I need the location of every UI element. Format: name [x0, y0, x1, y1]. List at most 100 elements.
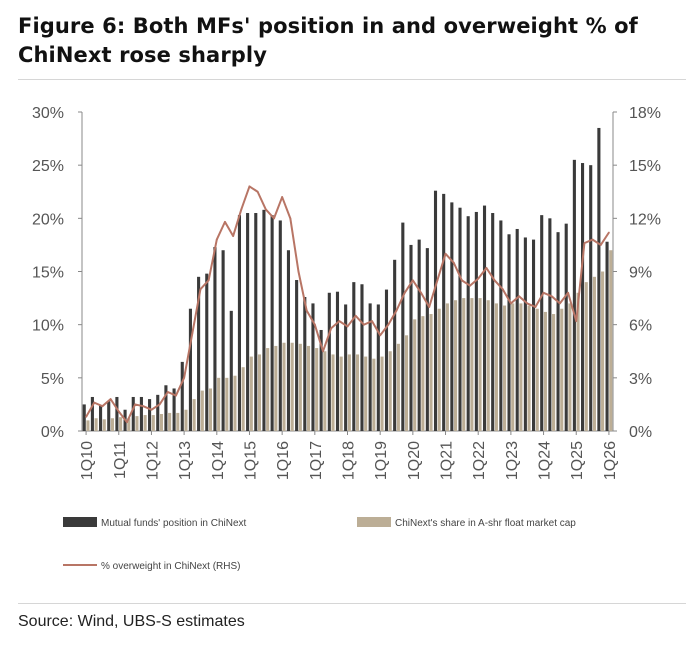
- bar-mf-position: [523, 237, 527, 431]
- line-point-overweight: [518, 295, 520, 298]
- bar-chinext-share: [380, 356, 384, 431]
- line-point-overweight: [575, 320, 578, 323]
- bar-chinext-share: [298, 343, 302, 431]
- bar-mf-position: [409, 244, 413, 431]
- right-tick-label: 18%: [629, 105, 661, 122]
- bar-mf-position: [384, 289, 389, 431]
- line-point-overweight: [322, 350, 324, 353]
- bar-chinext-share: [102, 419, 106, 431]
- bar-mf-position: [311, 303, 315, 431]
- line-point-overweight: [281, 196, 284, 198]
- line-point-overweight: [85, 415, 87, 418]
- bar-mf-position: [115, 396, 119, 431]
- bar-chinext-share: [323, 351, 327, 431]
- x-tick-label: 1Q19: [373, 441, 390, 480]
- line-point-overweight: [117, 410, 120, 413]
- line-point-overweight: [297, 270, 300, 273]
- bar-chinext-share: [86, 420, 90, 431]
- bar-mf-position: [90, 396, 94, 431]
- line-point-overweight: [599, 244, 602, 246]
- line-point-overweight: [126, 421, 128, 424]
- bar-mf-position: [564, 223, 568, 431]
- bar-mf-position: [188, 308, 192, 431]
- bar-mf-position: [156, 394, 160, 431]
- line-point-overweight: [501, 288, 504, 291]
- bar-mf-position: [474, 211, 478, 431]
- bar-chinext-share: [257, 354, 262, 431]
- left-tick-label: 15%: [32, 265, 64, 282]
- bar-mf-position: [131, 396, 135, 431]
- line-point-overweight: [444, 252, 447, 255]
- bar-chinext-share: [576, 292, 580, 431]
- right-tick-label: 0%: [629, 424, 652, 441]
- legend-swatch: [357, 517, 391, 527]
- bar-mf-position: [417, 239, 421, 431]
- bar-chinext-share: [176, 412, 180, 431]
- line-point-overweight: [264, 208, 267, 211]
- bar-mf-position: [442, 193, 446, 431]
- line-point-overweight: [101, 405, 104, 408]
- bar-mf-position: [450, 202, 454, 431]
- bar-chinext-share: [413, 319, 417, 431]
- left-tick-label: 10%: [32, 318, 64, 335]
- line-point-overweight: [248, 185, 251, 188]
- right-tick-label: 9%: [629, 265, 652, 282]
- bar-chinext-share: [503, 305, 507, 431]
- legend-label: % overweight in ChiNext (RHS): [101, 561, 241, 572]
- line-point-overweight: [493, 279, 496, 282]
- line-point-overweight: [371, 320, 373, 323]
- bar-chinext-share: [543, 311, 547, 431]
- bar-chinext-share: [119, 417, 123, 431]
- source-note: Source: Wind, UBS-S estimates: [18, 613, 245, 630]
- line-point-overweight: [142, 405, 145, 408]
- bar-chinext-share: [225, 377, 229, 431]
- line-point-overweight: [411, 279, 414, 282]
- bar-mf-position: [507, 234, 511, 431]
- bar-chinext-share: [192, 399, 196, 431]
- bar-mf-position: [572, 159, 576, 431]
- line-point-overweight: [346, 325, 349, 328]
- line-point-overweight: [559, 302, 561, 305]
- bar-chinext-share: [241, 367, 245, 431]
- bar-chinext-share: [364, 356, 368, 431]
- x-tick-label: 1Q13: [177, 441, 194, 480]
- bar-chinext-share: [421, 316, 425, 431]
- line-point-overweight: [289, 217, 292, 220]
- line-point-overweight: [191, 332, 194, 335]
- bar-mf-position: [237, 215, 241, 431]
- bar-chinext-share: [535, 308, 539, 431]
- bar-chinext-share: [568, 303, 572, 431]
- left-tick-label: 30%: [32, 105, 64, 122]
- bar-mf-position: [515, 228, 519, 431]
- bar-chinext-share: [266, 348, 270, 431]
- bar-chinext-share: [445, 303, 449, 431]
- line-point-overweight: [608, 231, 610, 234]
- bar-chinext-share: [290, 342, 294, 431]
- top-rule: [18, 79, 686, 80]
- x-tick-label: 1Q17: [308, 441, 325, 480]
- legend-swatch: [63, 517, 97, 527]
- line-point-overweight: [485, 267, 488, 269]
- bar-chinext-share: [429, 314, 433, 431]
- bar-mf-position: [376, 304, 380, 431]
- line-point-overweight: [395, 309, 398, 312]
- line-point-overweight: [509, 302, 512, 305]
- line-point-overweight: [550, 295, 553, 298]
- bar-mf-position: [581, 163, 585, 432]
- bottom-rule: [18, 603, 686, 604]
- bar-chinext-share: [609, 250, 613, 431]
- line-point-overweight: [354, 314, 357, 317]
- bar-mf-position: [531, 239, 536, 431]
- bar-chinext-share: [151, 415, 155, 431]
- bar-mf-position: [548, 218, 552, 431]
- line-point-overweight: [526, 302, 529, 305]
- bar-mf-position: [262, 209, 266, 431]
- bar-chinext-share: [470, 298, 474, 431]
- left-tick-label: 0%: [41, 424, 64, 441]
- bar-mf-position: [458, 207, 462, 431]
- bar-chinext-share: [396, 343, 400, 431]
- line-point-overweight: [273, 217, 275, 220]
- bar-chinext-share: [184, 409, 188, 431]
- bar-chinext-share: [454, 300, 458, 431]
- line-point-overweight: [534, 306, 537, 308]
